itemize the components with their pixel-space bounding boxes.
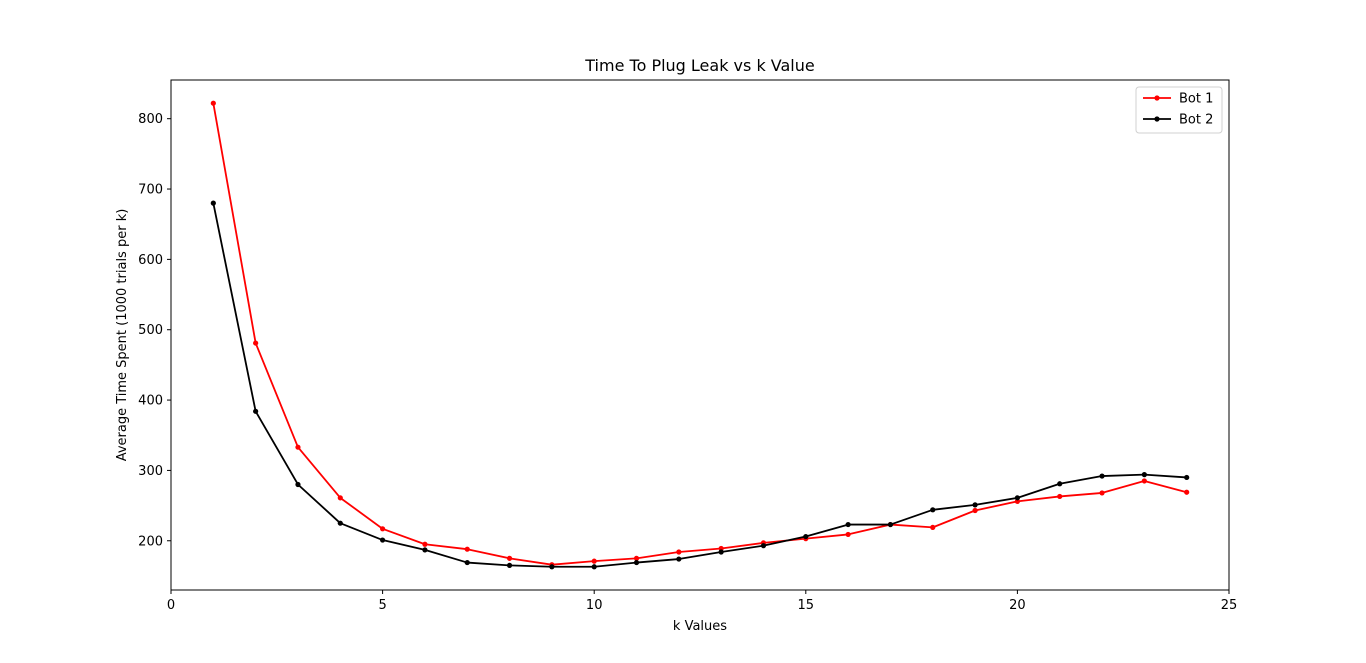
data-point-bot-2 [1014,495,1021,501]
data-point-bot-1 [506,555,513,561]
data-point-bot-1 [633,555,640,561]
data-point-bot-1 [972,507,978,514]
data-point-bot-1 [337,495,343,501]
data-point-bot-1 [1141,478,1147,484]
data-point-bot-2 [422,547,428,553]
data-point-bot-2 [1184,474,1190,481]
data-point-bot-2 [633,559,640,566]
legend-marker [1154,116,1160,122]
data-point-bot-2 [295,481,301,488]
data-point-bot-1 [1099,490,1105,496]
data-point-bot-2 [506,562,513,568]
x-tick-label: 10 [586,598,603,613]
data-point-bot-2 [845,521,851,528]
data-point-bot-1 [845,531,851,538]
chart-title: Time To Plug Leak vs k Value [584,56,814,75]
data-point-bot-1 [253,340,259,346]
data-point-bot-2 [803,533,809,540]
data-point-bot-2 [972,502,978,508]
data-point-bot-2 [1141,472,1147,478]
series-line-bot-2 [212,202,1187,568]
x-axis: 0 5 10 15 20 25 [167,590,1237,613]
legend-label: Bot 1 [1179,92,1213,107]
y-axis-title: Average Time Spent (1000 trials per k) [115,209,130,462]
data-point-bot-2 [930,507,936,513]
data-point-bot-2 [464,559,470,566]
data-point-bot-2 [1057,481,1063,487]
data-point-bot-2 [210,200,216,206]
plot-frame [170,79,1230,591]
y-axis: 200 300 400 500 600 700 800 [138,112,171,549]
x-tick-label: 5 [378,598,386,613]
y-tick-label: 700 [138,183,163,198]
data-point-bot-1 [1184,489,1190,495]
data-point-bot-2 [549,564,555,570]
data-point-bot-1 [464,546,470,552]
data-point-bot-1 [930,524,936,530]
x-tick-label: 0 [167,598,175,613]
x-axis-title: k Values [673,619,727,634]
data-point-bot-2 [337,520,343,526]
data-point-bot-2 [380,537,386,543]
legend-marker [1154,95,1160,101]
data-point-bot-2 [718,549,724,555]
y-tick-label: 800 [138,112,163,127]
data-point-bot-2 [676,556,682,562]
y-tick-label: 600 [138,253,163,268]
data-point-bot-2 [591,564,597,570]
data-point-bot-1 [210,100,216,106]
x-tick-label: 20 [1009,598,1026,613]
data-point-bot-1 [1057,493,1063,500]
legend: Bot 1 Bot 2 [1135,86,1223,134]
series-line-bot-1 [212,103,1187,566]
y-tick-label: 400 [138,394,163,409]
legend-label: Bot 2 [1179,113,1213,128]
data-point-bot-1 [380,526,386,532]
data-point-bot-2 [887,521,894,528]
data-point-bot-1 [591,558,597,564]
data-point-bot-2 [760,543,767,549]
data-point-bot-2 [1099,473,1105,479]
data-point-bot-1 [422,541,428,547]
y-tick-label: 300 [138,464,163,479]
data-point-bot-1 [295,444,301,450]
data-point-bot-1 [676,549,682,555]
y-tick-label: 200 [138,534,163,549]
x-tick-label: 15 [798,598,815,613]
data-point-bot-2 [253,408,259,414]
plot-area [210,100,1190,570]
y-tick-label: 500 [138,323,163,338]
x-tick-label: 25 [1221,598,1238,613]
